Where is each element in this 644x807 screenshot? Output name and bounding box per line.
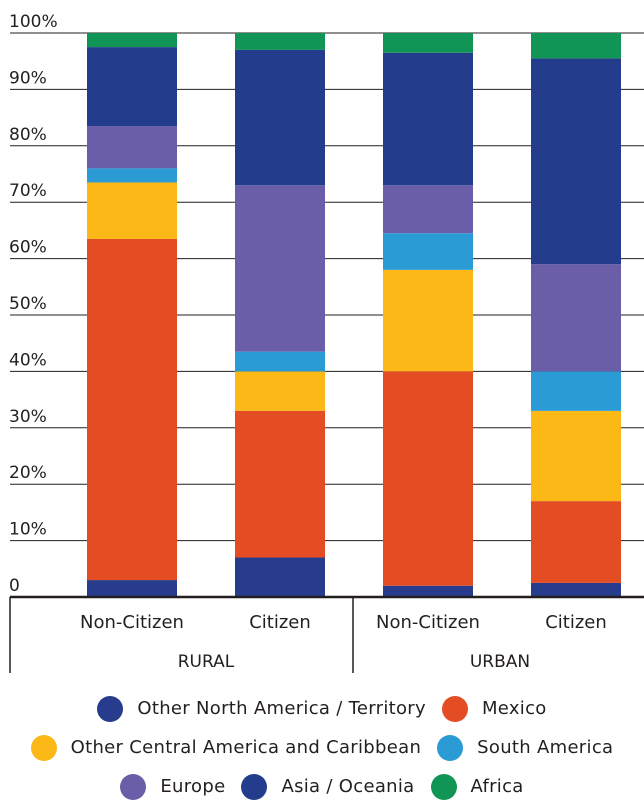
legend-item: Asia / Oceania — [241, 773, 415, 800]
bar-segment — [531, 371, 621, 411]
legend-swatch — [437, 734, 464, 761]
bar-segment — [383, 233, 473, 270]
legend-swatch — [430, 773, 457, 800]
y-tick-label: 60% — [9, 238, 47, 258]
legend-label: South America — [477, 737, 614, 758]
bar-segment — [87, 580, 177, 597]
bar-segment — [531, 582, 621, 597]
legend-item: Africa — [430, 773, 524, 800]
legend-row: Europe Asia / Oceania Africa — [0, 768, 644, 805]
y-tick-label: 80% — [9, 125, 47, 145]
bar-segment — [235, 410, 325, 558]
legend-swatch — [241, 773, 268, 800]
legend-label: Other Central America and Caribbean — [70, 737, 422, 758]
legend-item: Europe — [120, 773, 226, 800]
y-tick-label: 40% — [9, 350, 47, 370]
bar-segment — [383, 269, 473, 372]
y-tick-label: 20% — [9, 463, 47, 483]
bar-segment — [383, 371, 473, 586]
legend-label: Europe — [160, 776, 226, 797]
bar-segment — [383, 185, 473, 234]
group-label: URBAN — [470, 652, 530, 672]
legend-item: Other Central America and Caribbean — [30, 734, 422, 761]
legend-row: Other North America / Territory Mexico — [0, 690, 644, 727]
bar-segment — [87, 33, 177, 48]
bar-segment — [235, 33, 325, 50]
category-label: Non-Citizen — [376, 612, 480, 633]
legend-swatch — [97, 695, 124, 722]
y-tick-label: 30% — [9, 407, 47, 427]
bar-segment — [383, 52, 473, 186]
legend-swatch — [30, 734, 57, 761]
bar-segment — [87, 182, 177, 239]
category-label: Citizen — [545, 612, 607, 633]
axes — [9, 595, 644, 673]
bar-segment — [383, 33, 473, 53]
bar-segment — [531, 33, 621, 59]
category-label: Non-Citizen — [80, 612, 184, 633]
bars — [87, 33, 621, 597]
legend-swatch — [441, 695, 468, 722]
category-labels: Non-Citizen Citizen Non-Citizen Citizen — [80, 612, 607, 633]
bar-segment — [531, 410, 621, 502]
bar-segment — [531, 264, 621, 372]
group-label: RURAL — [178, 652, 235, 672]
legend-label: Mexico — [481, 698, 547, 719]
bar-segment — [235, 185, 325, 352]
bar-segment — [87, 238, 177, 581]
y-tick-label: 70% — [9, 181, 47, 201]
y-tick-label: 90% — [9, 68, 47, 88]
bar-segment — [87, 126, 177, 169]
stacked-bar-chart: 0 10% 20% 30% 40% 50% 60% 70% 80% 90% 100% Non-Cit… — [9, 12, 644, 673]
bar-segment — [531, 501, 621, 583]
category-label: Citizen — [249, 612, 311, 633]
legend-label: Other North America / Territory — [137, 698, 426, 719]
y-tick-label: 0 — [9, 576, 20, 596]
legend-item: Mexico — [441, 695, 547, 722]
bar-segment — [531, 58, 621, 265]
legend-row: Other Central America and Caribbean South… — [0, 729, 644, 766]
group-labels: RURAL URBAN — [178, 652, 530, 672]
legend-label: Africa — [470, 776, 524, 797]
legend-item: Other North America / Territory — [97, 695, 426, 722]
legend-swatch — [120, 773, 147, 800]
bar-segment — [235, 351, 325, 372]
y-tick-label: 10% — [9, 520, 47, 540]
y-tick-label: 50% — [9, 294, 47, 314]
bar-segment — [87, 168, 177, 183]
y-axis-tick-labels: 0 10% 20% 30% 40% 50% 60% 70% 80% 90% 100% — [9, 12, 58, 596]
legend-label: Asia / Oceania — [281, 776, 415, 797]
bar-segment — [235, 557, 325, 597]
legend-item: South America — [437, 734, 614, 761]
bar-segment — [235, 49, 325, 186]
bar-segment — [87, 47, 177, 127]
bar-segment — [235, 371, 325, 411]
legend: Other North America / Territory Mexico Oth… — [0, 690, 644, 807]
y-tick-label: 100% — [9, 12, 58, 32]
bar-segment — [383, 585, 473, 597]
